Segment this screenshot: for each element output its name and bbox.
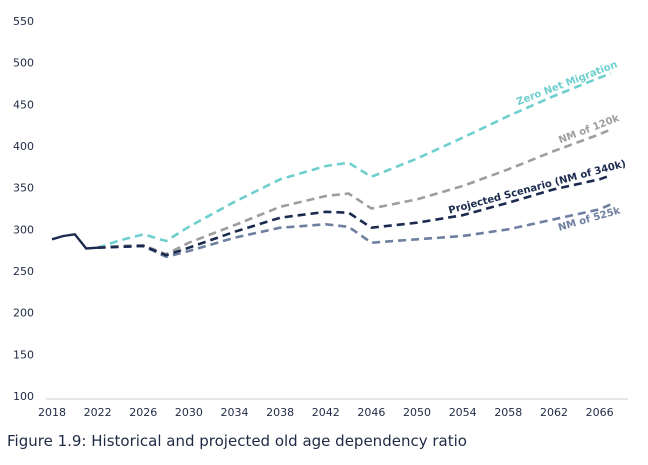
x-tick-label: 2066 — [586, 406, 614, 419]
x-tick-label: 2058 — [494, 406, 522, 419]
x-axis-tick-labels: 2018 2022 2026 2030 2034 2038 2042 2046 2050 2054… — [38, 406, 614, 419]
x-tick-label: 2034 — [221, 406, 249, 419]
y-tick-label: 450 — [13, 98, 34, 111]
series-label: NM of 120k — [557, 113, 621, 146]
series-line-scenario-1 — [97, 72, 612, 249]
y-tick-label: 100 — [13, 390, 34, 403]
series-label: Zero Net Migration — [515, 59, 619, 108]
series-label: Projected Scenario (NM of 340k) — [447, 159, 627, 217]
x-tick-label: 2054 — [449, 406, 477, 419]
series-line-scenario-3 — [97, 173, 612, 257]
y-tick-label: 550 — [13, 15, 34, 28]
y-tick-label: 300 — [13, 223, 34, 236]
y-tick-label: 500 — [13, 57, 34, 70]
figure-caption: Figure 1.9: Historical and projected old… — [7, 432, 467, 450]
x-tick-label: 2038 — [266, 406, 294, 419]
series-labels: Zero Net Migration NM of 120k Projected Sc… — [447, 59, 627, 233]
x-tick-label: 2062 — [540, 406, 568, 419]
y-axis-tick-labels: 100 150 200 250 300 350 400 450 500 550 — [13, 15, 34, 403]
y-tick-label: 350 — [13, 182, 34, 195]
series-lines — [51, 72, 612, 259]
x-tick-label: 2026 — [129, 406, 157, 419]
series-line-historical — [51, 233, 98, 250]
y-tick-label: 200 — [13, 307, 34, 320]
x-tick-label: 2018 — [38, 406, 66, 419]
x-tick-label: 2030 — [175, 406, 203, 419]
series-label: NM of 525k — [557, 205, 622, 233]
y-tick-label: 400 — [13, 140, 34, 153]
x-tick-label: 2042 — [312, 406, 340, 419]
x-tick-label: 2022 — [84, 406, 112, 419]
y-tick-label: 150 — [13, 348, 34, 361]
y-tick-label: 250 — [13, 265, 34, 278]
x-tick-label: 2046 — [357, 406, 385, 419]
x-tick-label: 2050 — [403, 406, 431, 419]
